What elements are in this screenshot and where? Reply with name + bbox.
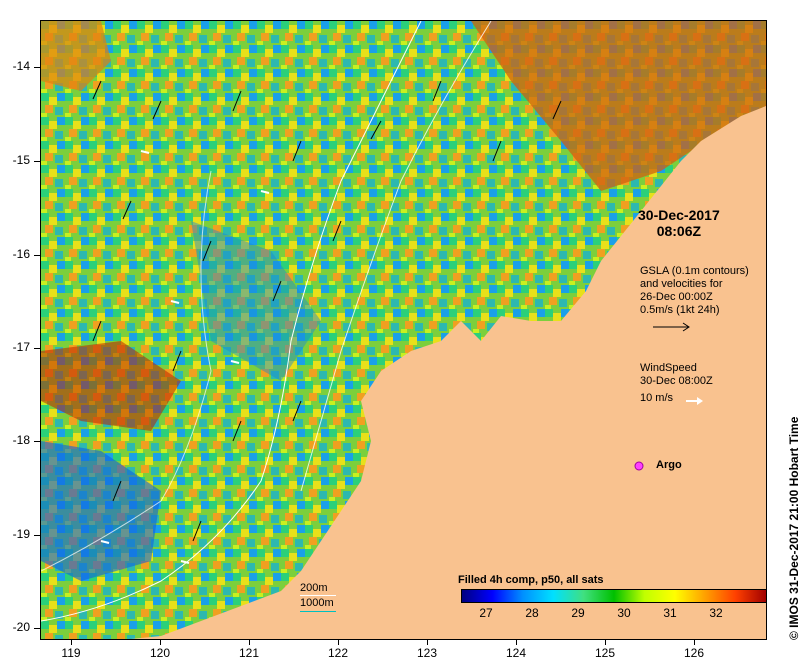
contour-1000m-swatch [300,611,336,612]
lat-tick-label: -14 [12,59,30,73]
lon-tick-label: 124 [505,646,527,660]
wind-arrows [100,150,270,564]
warm-sst-patch-west [41,21,111,91]
lon-tick-mark [71,639,72,645]
lat-tick-mark [34,628,40,629]
colorbar-tick-label: 29 [571,606,585,620]
sst-colorbar [461,589,767,603]
lat-tick-label: -17 [12,340,30,354]
lon-tick-label: 120 [149,646,171,660]
lat-tick-mark [34,161,40,162]
lon-tick-label: 126 [683,646,705,660]
lon-tick-mark [160,639,161,645]
colorbar-tick-label: 32 [709,606,723,620]
argo-float-marker [634,461,644,471]
contour-200m-label: 200m [300,582,328,594]
contour-200m-swatch [300,595,336,596]
warm-sst-region [471,21,766,191]
colorbar-tick-label: 30 [617,606,631,620]
lat-tick-mark [34,535,40,536]
sst-map-canvas [41,21,766,639]
argo-label: Argo [656,459,682,471]
gsla-line: 26-Dec 00:00Z [640,291,713,303]
lat-tick-label: -16 [12,247,30,261]
contour-200m [41,21,422,622]
lon-tick-mark [338,639,339,645]
colorbar-tick-label: 27 [479,606,493,620]
australian-coastline [131,106,766,639]
lat-tick-mark [34,348,40,349]
warm-sst-patch-south [41,341,181,431]
wind-line: WindSpeed [640,362,697,374]
lon-tick-label: 123 [416,646,438,660]
contour-1000m [300,21,492,492]
cool-sst-patch [191,221,321,381]
velocity-vectors [92,80,562,542]
colorbar-title: Filled 4h comp, p50, all sats [458,574,604,586]
wind-legend: WindSpeed 30-Dec 08:00Z 10 m/s [640,362,713,405]
wind-line: 30-Dec 08:00Z [640,375,713,387]
timestamp-time: 08:06Z [656,223,702,239]
lat-tick-mark [34,67,40,68]
colorbar-tick-label: 28 [525,606,539,620]
gsla-line: and velocities for [640,278,723,290]
wind-scale-label: 10 m/s [640,392,674,404]
contour-gsla [41,170,212,572]
lat-tick-label: -20 [12,620,30,634]
sst-map[interactable] [40,20,767,640]
lon-tick-label: 125 [594,646,616,660]
gsla-line: GSLA (0.1m contours) [640,265,749,277]
lat-tick-mark [34,255,40,256]
gsla-line: 0.5m/s (1kt 24h) [640,304,720,316]
lat-tick-label: -18 [12,433,30,447]
gsla-legend: GSLA (0.1m contours) and velocities for … [640,265,749,317]
lon-tick-mark [605,639,606,645]
timestamp-date: 30-Dec-2017 [638,207,720,223]
lat-tick-label: -15 [12,153,30,167]
lon-tick-label: 121 [238,646,260,660]
contour-1000m-label: 1000m [300,597,334,609]
lon-tick-label: 119 [61,646,81,660]
lat-tick-mark [34,441,40,442]
colorbar-tick-label: 31 [663,606,677,620]
lon-tick-mark [694,639,695,645]
lon-tick-label: 122 [327,646,349,660]
lon-tick-mark [516,639,517,645]
lon-tick-mark [249,639,250,645]
cool-sst-region [41,441,161,581]
imos-credit: © IMOS 31-Dec-2017 21:00 Hobart Time [787,416,801,640]
lat-tick-label: -19 [12,527,30,541]
lon-tick-mark [427,639,428,645]
image-timestamp: 30-Dec-2017 08:06Z [638,207,720,239]
